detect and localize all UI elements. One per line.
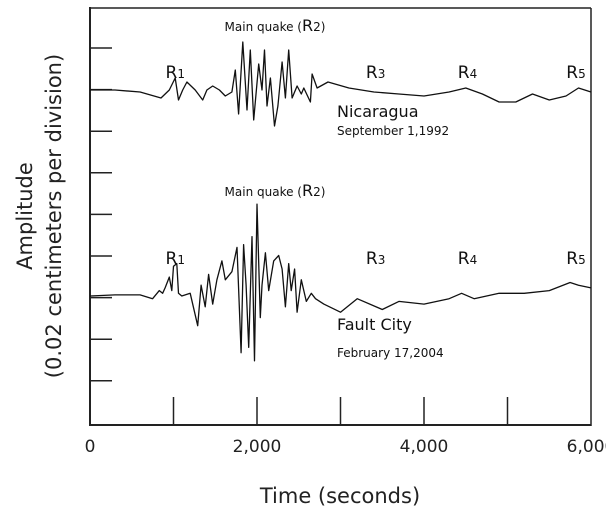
wave-label: R4: [458, 63, 477, 83]
date-label: September 1,1992: [337, 124, 449, 138]
wave-label: R3: [366, 63, 385, 83]
trace-2: Main quake (R2) R1 R3 R4 R5 Fault City Februar…: [89, 181, 592, 362]
location-label: Fault City: [337, 315, 412, 334]
location-label: Nicaragua: [337, 102, 419, 121]
trace-1: Main quake (R2) R1 R3 R4 R5 Nicaragua Septembe…: [90, 16, 592, 138]
main-quake-label: Main quake (R2): [225, 181, 326, 200]
wave-label: R1: [166, 63, 185, 83]
main-quake-label: Main quake (R2): [225, 16, 326, 35]
x-tick-label: 4,000: [400, 437, 449, 457]
seismogram-line: [90, 41, 592, 127]
wave-label: R3: [366, 249, 385, 269]
y-axis-title-line1: Amplitude: [13, 162, 37, 270]
wave-label: R4: [458, 249, 477, 269]
wave-label: R5: [566, 249, 585, 269]
traces: Main quake (R2) R1 R3 R4 R5 Nicaragua Septembe…: [89, 16, 592, 362]
wave-label: R5: [566, 63, 585, 83]
x-tick-label: 2,000: [233, 437, 282, 457]
x-tick-labels: 0 2,000 4,000 6,000: [85, 437, 606, 457]
x-axis-title: Time (seconds): [259, 484, 420, 508]
date-label: February 17,2004: [337, 346, 444, 360]
x-tick-label: 0: [85, 437, 96, 457]
x-axis-ticks: [172, 397, 509, 425]
seismogram-line: [89, 203, 592, 362]
wave-label: R1: [166, 249, 185, 269]
x-tick-label: 6,000: [567, 437, 606, 457]
y-division-ticks: [90, 47, 112, 382]
y-axis-title-line2: (0.02 centimeters per division): [42, 54, 66, 378]
